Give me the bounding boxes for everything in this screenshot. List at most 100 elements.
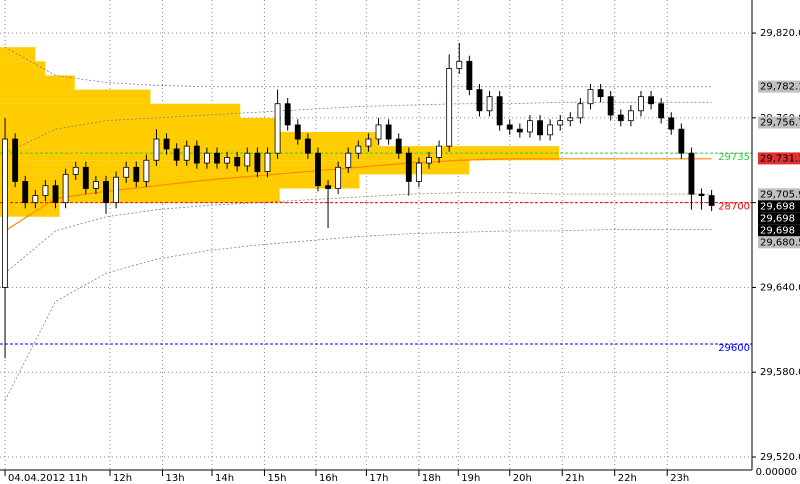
profile-bar [0, 131, 380, 147]
candle-body [627, 110, 634, 122]
y-tick-label: 29,820.0 [760, 28, 800, 39]
candle-body [82, 166, 89, 189]
candle-body [294, 124, 301, 140]
candle-body [335, 166, 342, 189]
candle-body [658, 103, 665, 119]
candle-body [274, 103, 281, 154]
candle-body [557, 120, 564, 126]
x-tick-label: 18h [422, 473, 441, 484]
footer-label: 0.00000 [756, 467, 797, 478]
profile-bar [0, 117, 280, 132]
overlay-line [4, 229, 712, 401]
y-tick-label: 29,580.0 [760, 367, 800, 378]
candle-body [193, 145, 200, 164]
overlay-line [4, 46, 712, 88]
price-label: 29,731.3 [760, 153, 800, 164]
candle-body [567, 117, 574, 122]
x-tick-label: 23h [670, 473, 689, 484]
candle-body [537, 120, 543, 136]
price-label: 29,782.1 [760, 82, 800, 93]
candle-body [325, 185, 331, 189]
price-label-box [758, 188, 800, 201]
candle-body [113, 176, 120, 204]
profile-bar [0, 47, 36, 62]
candle-body [516, 128, 523, 133]
profile-bar [0, 174, 360, 189]
candle-body [648, 96, 654, 105]
candle-body [365, 138, 372, 147]
candle-body [688, 152, 695, 195]
x-tick-label: 13h [166, 473, 185, 484]
price-label: 29,698 [760, 201, 795, 212]
price-label-box [758, 212, 800, 225]
candle-body [638, 96, 644, 112]
y-tick-label: 29,640.0 [760, 282, 800, 293]
x-tick-label: 16h [319, 473, 338, 484]
price-label-box [758, 236, 800, 249]
candle-body [284, 103, 291, 126]
price-label-box [758, 152, 800, 165]
candle-body [12, 138, 19, 182]
candle-body [264, 152, 271, 172]
profile-bar [0, 61, 46, 76]
candle-body [42, 185, 49, 196]
x-tick-label: 15h [267, 473, 286, 484]
overlay-line [4, 158, 712, 232]
candle-body [446, 67, 453, 147]
candle-body [204, 152, 210, 164]
candle-body [183, 145, 190, 161]
candle-body [506, 124, 513, 130]
candle-body [244, 152, 251, 167]
candle-body [426, 157, 432, 164]
candle-body [173, 148, 180, 161]
candle-body [597, 89, 604, 98]
candle-body [143, 159, 150, 182]
price-label-box [758, 224, 800, 237]
candle-body [375, 124, 382, 140]
candle-body [214, 152, 220, 164]
candle-body [103, 181, 109, 204]
price-label-box [758, 116, 800, 129]
level-label: 29600 [718, 343, 750, 354]
profile-bar [0, 160, 470, 175]
candle-body [224, 157, 231, 164]
x-tick-label: 12h [113, 473, 132, 484]
x-tick-label: 21h [565, 473, 584, 484]
x-tick-label: 22h [618, 473, 637, 484]
profile-bar [0, 188, 280, 203]
candle-body [496, 96, 503, 126]
candle-body [395, 138, 402, 154]
level-label: 28700 [718, 202, 750, 213]
candle-body [52, 185, 59, 204]
candle-body [62, 173, 69, 204]
candle-body [577, 103, 584, 119]
candle-body [547, 124, 554, 136]
price-label: 29,680.5 [760, 237, 800, 248]
x-tick-label: 04.04.2012 11h [8, 473, 88, 484]
candle-body [163, 138, 170, 150]
profile-bar [0, 75, 75, 90]
candle-body [304, 138, 311, 154]
price-label-box [758, 80, 800, 93]
candle-body [315, 152, 321, 187]
candle-body [486, 96, 493, 112]
candle-body [254, 152, 261, 172]
profile-bar [0, 89, 151, 104]
candle-body [678, 128, 685, 154]
x-tick-label: 17h [369, 473, 388, 484]
candle-body [527, 120, 533, 133]
candle-body [72, 166, 79, 175]
price-label: 29,705.9 [760, 189, 800, 200]
candle-body [668, 117, 675, 130]
candle-body [133, 166, 140, 182]
candle-body [234, 157, 241, 167]
candle-body [436, 145, 443, 158]
candle-body [456, 60, 463, 69]
candle-body [476, 89, 483, 112]
profile-bar [0, 103, 241, 118]
price-label: 29,698 [760, 213, 795, 224]
candle-body [345, 152, 352, 168]
x-tick-label: 14h [215, 473, 234, 484]
